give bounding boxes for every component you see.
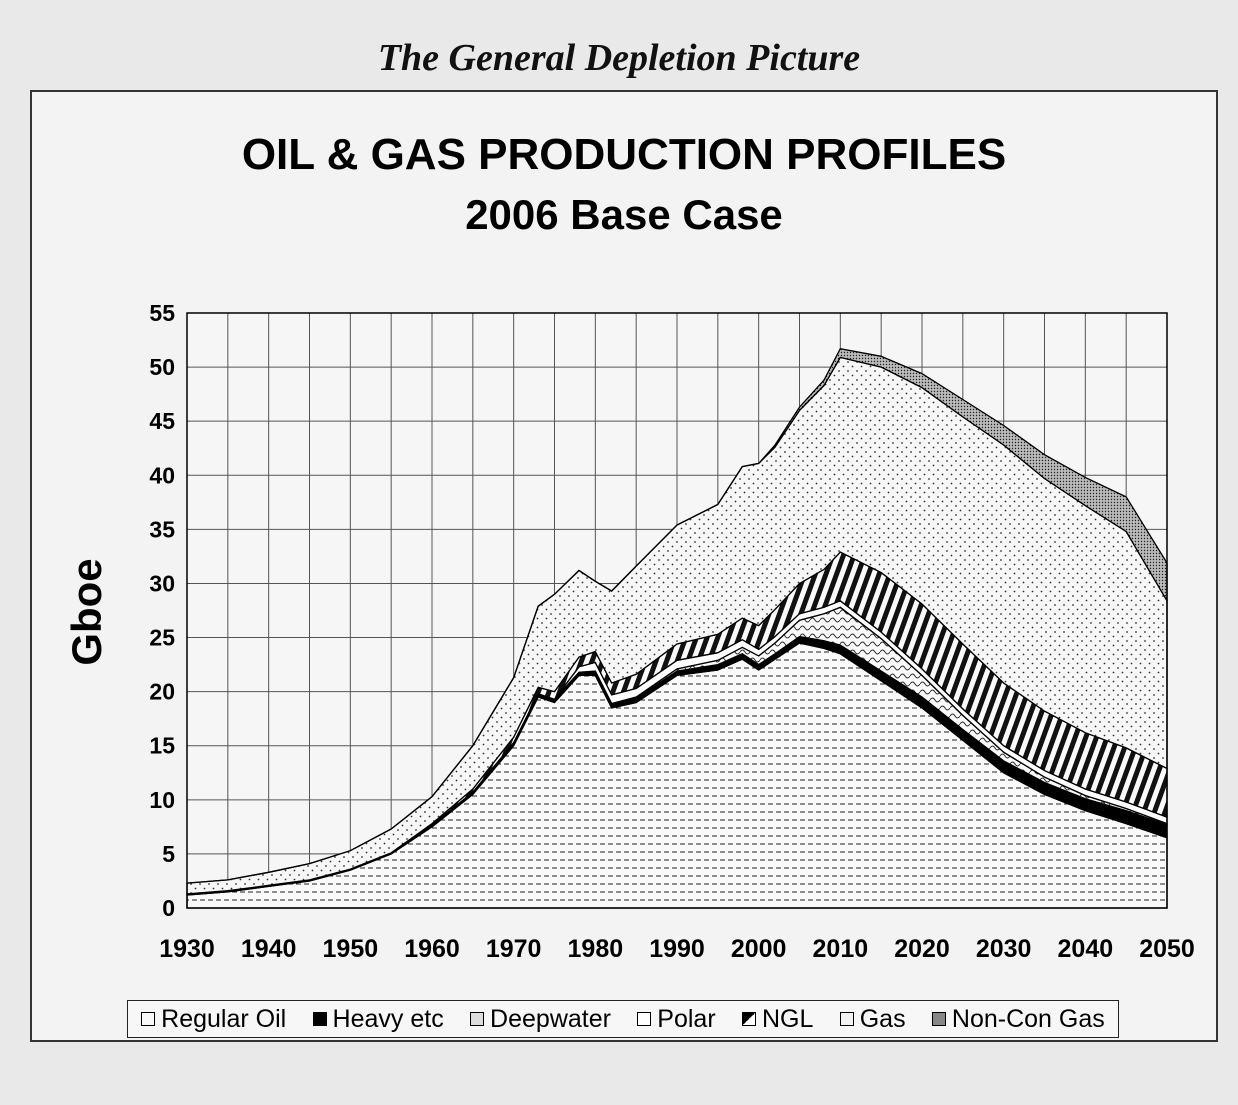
- chart-title: OIL & GAS PRODUCTION PROFILES: [241, 130, 1007, 179]
- x-tick-label: 1930: [159, 935, 215, 963]
- x-tick-label: 2050: [1139, 935, 1195, 963]
- legend-label: Polar: [657, 1004, 716, 1033]
- y-tick-label: 55: [149, 300, 175, 326]
- y-tick-label: 30: [149, 570, 175, 596]
- legend-swatch: [470, 1012, 485, 1026]
- legend-swatch: [931, 1012, 946, 1026]
- legend-item: NGL: [741, 1004, 814, 1034]
- y-tick-label: 5: [162, 841, 175, 867]
- x-tick-label: 2010: [813, 935, 869, 963]
- x-tick-label: 1970: [486, 935, 542, 963]
- legend-item: Non-Con Gas: [931, 1004, 1105, 1034]
- y-tick-label: 25: [149, 625, 175, 651]
- legend-swatch: [141, 1012, 156, 1026]
- x-tick-label: 1980: [568, 935, 624, 963]
- chart-subtitle: 2006 Base Case: [465, 191, 783, 238]
- legend-item: Gas: [839, 1004, 906, 1034]
- legend-swatch: [637, 1012, 652, 1026]
- y-tick-label: 10: [149, 787, 175, 813]
- legend-item: Regular Oil: [141, 1005, 286, 1034]
- legend-label: Gas: [859, 1004, 906, 1033]
- plot-border: [186, 312, 1168, 909]
- legend-label: NGL: [761, 1004, 814, 1033]
- x-tick-label: 2000: [731, 935, 787, 963]
- y-tick-label: 50: [149, 354, 175, 380]
- legend-item: Deepwater: [470, 1005, 611, 1034]
- x-tick-label: 2020: [894, 935, 950, 963]
- page-heading: The General Depletion Picture: [377, 37, 861, 79]
- y-tick-label: 35: [149, 516, 175, 542]
- chart-legend: Regular Oil Heavy etc Deepwater Polar NGL Gas…: [127, 1000, 1119, 1038]
- legend-swatch: [312, 1012, 327, 1026]
- y-tick-label: 40: [149, 462, 175, 488]
- y-tick-label: 0: [162, 895, 175, 921]
- y-tick-label: 15: [149, 733, 175, 759]
- legend-swatch: [741, 1012, 756, 1026]
- x-tick-label: 1950: [323, 935, 379, 963]
- x-tick-label: 1940: [241, 935, 297, 963]
- x-tick-label: 2030: [976, 935, 1032, 963]
- legend-item: Polar: [637, 1004, 716, 1034]
- x-tick-label: 1960: [404, 935, 460, 963]
- y-tick-label: 45: [149, 408, 175, 434]
- legend-label: Heavy etc: [332, 1004, 444, 1033]
- legend-label: Non-Con Gas: [951, 1004, 1105, 1033]
- x-tick-label: 2040: [1058, 935, 1114, 963]
- legend-label: Deepwater: [490, 1004, 611, 1033]
- x-tick-label: 1990: [649, 935, 705, 963]
- legend-item: Heavy etc: [312, 1004, 444, 1034]
- y-tick-label: 20: [149, 679, 175, 705]
- legend-swatch: [839, 1012, 854, 1026]
- legend-label: Regular Oil: [161, 1004, 287, 1033]
